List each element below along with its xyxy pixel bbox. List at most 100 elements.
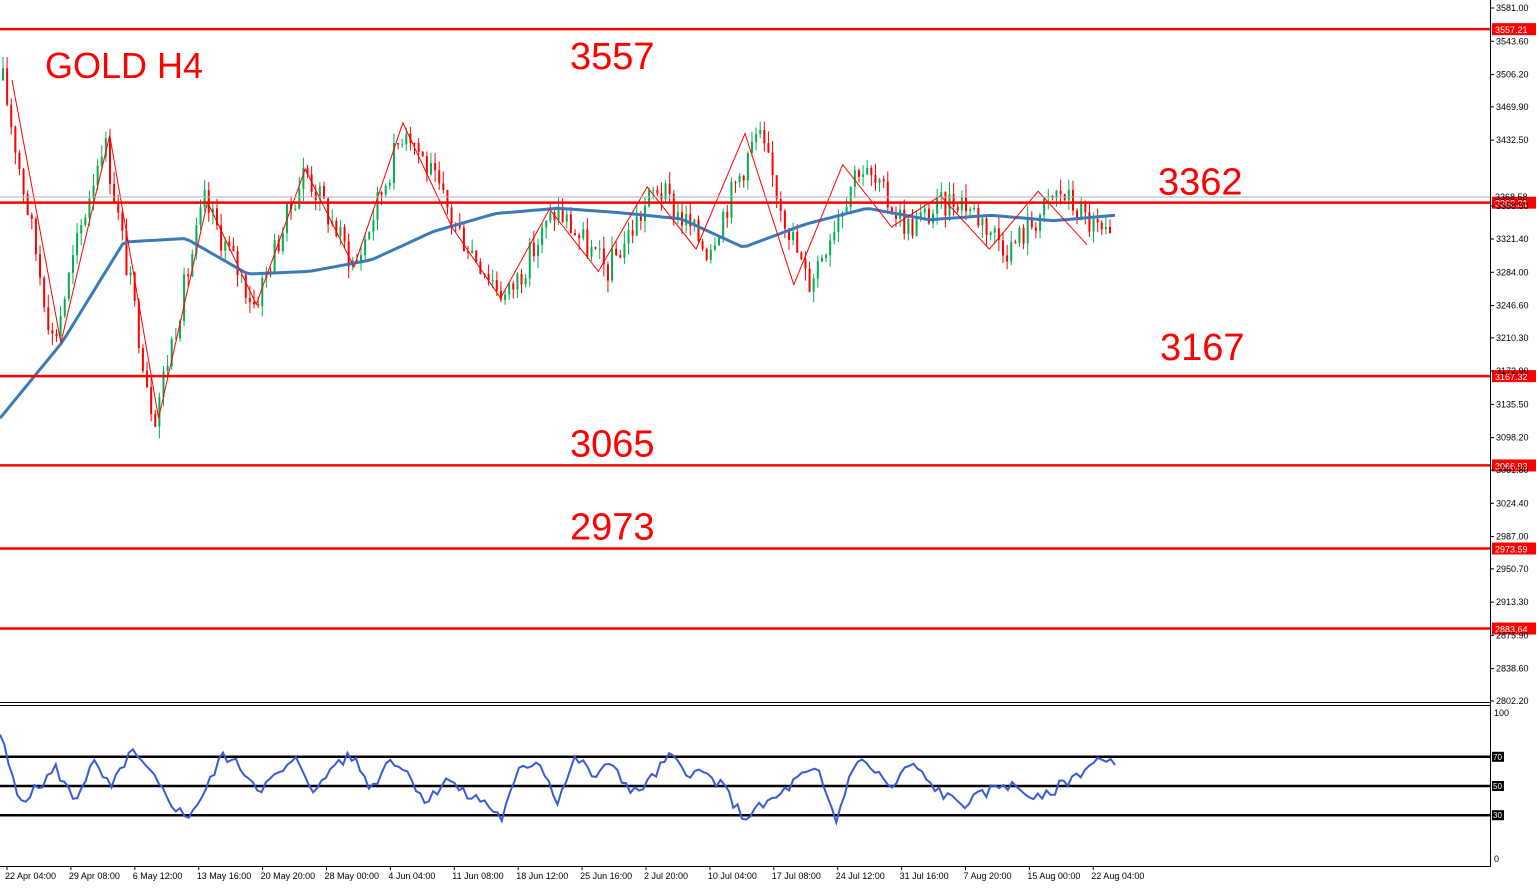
candle-body bbox=[783, 210, 786, 229]
candle-body bbox=[141, 348, 144, 371]
candle-body bbox=[438, 170, 441, 184]
candle-body bbox=[1109, 227, 1111, 234]
candle-body bbox=[1104, 227, 1107, 230]
price-tick-label: 3321.40 bbox=[1496, 234, 1529, 244]
candle-body bbox=[598, 248, 601, 250]
candle-body bbox=[281, 232, 284, 252]
time-tick-label: 18 Jun 12:00 bbox=[516, 871, 568, 881]
candle-body bbox=[158, 397, 161, 427]
candle-body bbox=[322, 186, 325, 199]
rsi-level-tag: 30 bbox=[1493, 811, 1502, 820]
candle-body bbox=[248, 297, 251, 302]
candle-body bbox=[903, 209, 906, 234]
price-tick-label: 3284.00 bbox=[1496, 267, 1529, 277]
time-tick-label: 25 Jun 16:00 bbox=[580, 871, 632, 881]
price-tick-label: 3469.90 bbox=[1496, 102, 1529, 112]
candle-body bbox=[364, 239, 367, 256]
candle-body bbox=[376, 191, 379, 221]
candle-body bbox=[804, 258, 807, 269]
candle-body bbox=[417, 143, 420, 152]
candle-body bbox=[162, 370, 165, 398]
candle-body bbox=[18, 152, 21, 170]
price-tick-label: 2987.00 bbox=[1496, 532, 1529, 542]
zigzag-line bbox=[11, 80, 1088, 419]
price-tick-label: 3581.00 bbox=[1496, 3, 1529, 13]
candle-body bbox=[290, 202, 293, 210]
candle-body bbox=[611, 248, 614, 281]
candle-body bbox=[2, 68, 4, 81]
candle-body bbox=[187, 274, 190, 277]
candle-body bbox=[668, 183, 671, 194]
candle-body bbox=[199, 207, 202, 226]
level-price-tag: 3557.21 bbox=[1492, 23, 1536, 36]
candle-body bbox=[1080, 204, 1083, 220]
candle-body bbox=[154, 414, 157, 427]
candle-body bbox=[631, 230, 634, 236]
candle-body bbox=[495, 280, 498, 291]
price-tick-label: 2838.60 bbox=[1496, 664, 1529, 674]
candle-body bbox=[816, 261, 819, 279]
candle-body bbox=[722, 211, 725, 237]
level-price-tag: 2883.64 bbox=[1492, 622, 1536, 635]
candle-body bbox=[146, 370, 149, 387]
candle-body bbox=[936, 197, 939, 214]
candle-body bbox=[327, 198, 330, 225]
candle-body bbox=[952, 194, 955, 207]
candle-body bbox=[927, 208, 930, 224]
moving-average-series bbox=[0, 206, 1116, 420]
candle-body bbox=[491, 280, 494, 282]
candle-body bbox=[820, 257, 823, 262]
time-tick-label: 29 Apr 08:00 bbox=[69, 871, 120, 881]
candle-body bbox=[1059, 190, 1062, 195]
candle-body bbox=[1030, 217, 1033, 228]
candle-body bbox=[100, 156, 103, 166]
candle-body bbox=[635, 216, 638, 236]
candle-body bbox=[767, 143, 770, 153]
candle-body bbox=[627, 230, 630, 244]
candle-body bbox=[257, 304, 260, 306]
level-price-tag-bg bbox=[1492, 459, 1536, 472]
candle-body bbox=[1084, 204, 1087, 213]
candle-body bbox=[1043, 197, 1046, 215]
time-tick-label: 24 Jul 12:00 bbox=[836, 871, 885, 881]
candle-body bbox=[792, 231, 795, 240]
candle-body bbox=[940, 192, 943, 198]
time-tick-label: 7 Aug 20:00 bbox=[964, 871, 1012, 881]
candle-body bbox=[779, 198, 782, 211]
candle-body bbox=[170, 339, 173, 366]
candle-body bbox=[215, 208, 218, 226]
time-tick-label: 22 Apr 04:00 bbox=[5, 871, 56, 881]
candle-body bbox=[705, 248, 708, 260]
candle-body bbox=[862, 174, 865, 177]
candle-body bbox=[578, 235, 581, 239]
candle-body bbox=[582, 229, 585, 239]
price-tick-label: 3246.60 bbox=[1496, 301, 1529, 311]
candle-body bbox=[67, 272, 70, 299]
candle-body bbox=[113, 183, 116, 203]
candle-body bbox=[117, 202, 120, 213]
candle-body bbox=[808, 268, 811, 292]
candle-body bbox=[985, 218, 988, 236]
candle-body bbox=[911, 218, 914, 236]
candle-body bbox=[561, 207, 564, 222]
candle-body bbox=[759, 129, 762, 135]
candle-body bbox=[742, 175, 745, 181]
rsi-level-tag: 50 bbox=[1493, 782, 1502, 791]
candle-body bbox=[228, 241, 231, 246]
candle-body bbox=[339, 226, 342, 237]
candle-body bbox=[174, 338, 177, 340]
candle-body bbox=[993, 228, 996, 233]
time-tick-label: 31 Jul 16:00 bbox=[900, 871, 949, 881]
rsi-level-tag-bg bbox=[1492, 781, 1504, 791]
candle-body bbox=[191, 254, 194, 277]
time-tick-label: 20 May 20:00 bbox=[261, 871, 316, 881]
candle-body bbox=[1071, 189, 1074, 211]
candle-body bbox=[1055, 190, 1058, 198]
candle-body bbox=[1022, 227, 1025, 244]
rsi-tick-label: 0 bbox=[1494, 854, 1499, 864]
candle-body bbox=[919, 212, 922, 218]
candle-body bbox=[755, 134, 758, 142]
candle-body bbox=[129, 272, 132, 276]
candle-body bbox=[812, 278, 815, 292]
candle-body bbox=[586, 229, 589, 257]
